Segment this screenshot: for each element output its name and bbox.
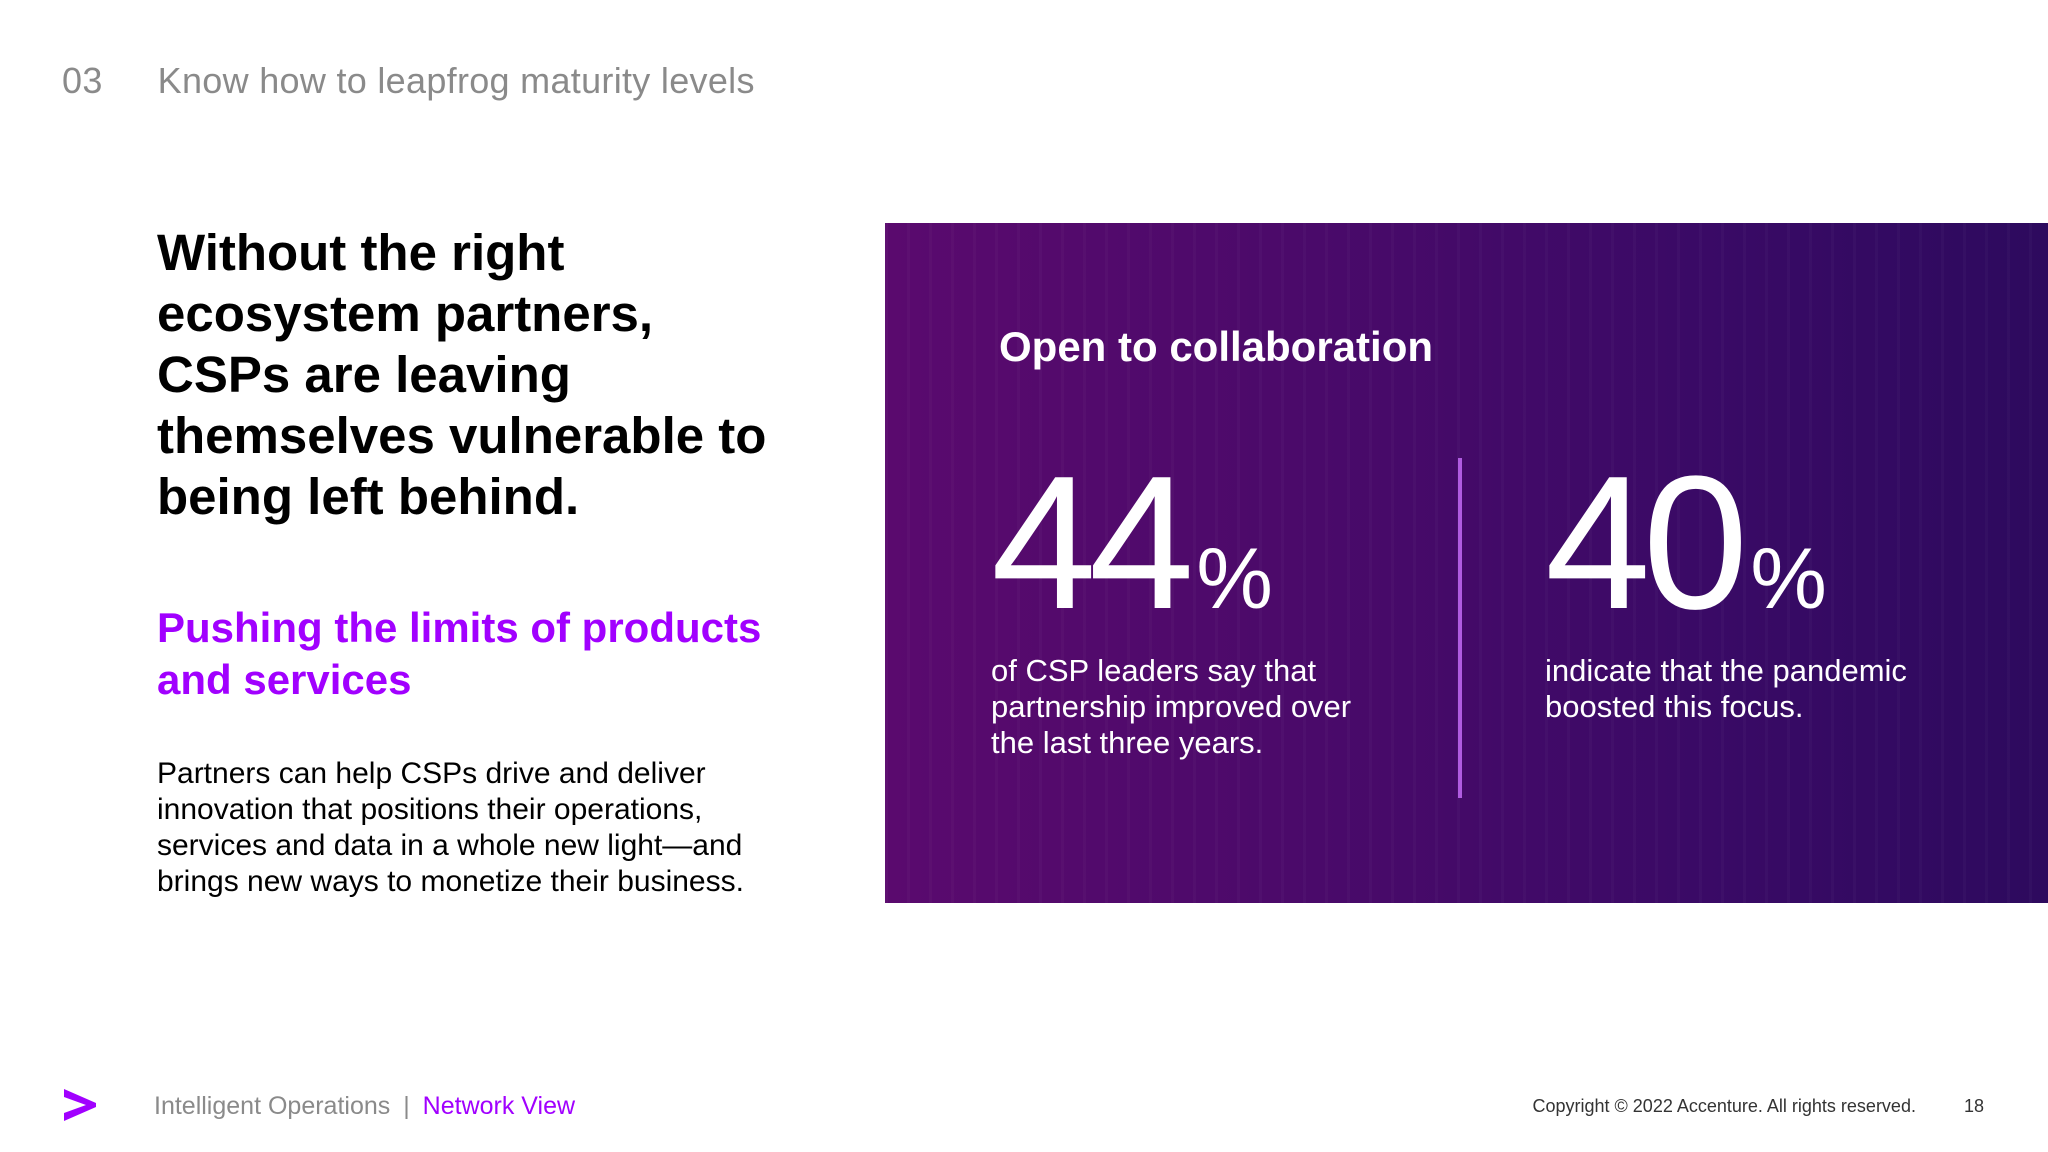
section-header: 03 Know how to leapfrog maturity levels bbox=[62, 60, 755, 102]
accenture-chevron-icon bbox=[64, 1089, 96, 1121]
footer-brand-label: Intelligent Operations bbox=[154, 1092, 391, 1120]
stat-panel: Open to collaboration 44 % of CSP leader… bbox=[885, 223, 2048, 903]
footer-meta: Copyright © 2022 Accenture. All rights r… bbox=[1533, 1096, 1985, 1117]
stat-value: 44 bbox=[991, 437, 1194, 649]
page-number: 18 bbox=[1963, 1096, 1984, 1116]
section-title: Know how to leapfrog maturity levels bbox=[157, 60, 755, 101]
stat-divider bbox=[1458, 458, 1462, 798]
footer-accent-label: Network View bbox=[422, 1092, 576, 1120]
stat-caption: indicate that the pandemic boosted this … bbox=[1545, 653, 1907, 724]
stat-unit: % bbox=[1196, 531, 1273, 627]
stat-value-row: 44 % bbox=[991, 437, 1391, 649]
panel-title: Open to collaboration bbox=[999, 323, 1434, 370]
footer-brand: Intelligent Operations | Network View bbox=[154, 1092, 575, 1121]
stat-right: 40 % indicate that the pandemic boosted … bbox=[1545, 437, 1945, 725]
stat-value: 40 bbox=[1545, 437, 1748, 649]
copyright-text: Copyright © 2022 Accenture. All rights r… bbox=[1532, 1096, 1916, 1116]
subhead: Pushing the limits of products and servi… bbox=[157, 604, 762, 703]
stat-left: 44 % of CSP leaders say that partnership… bbox=[991, 437, 1391, 761]
stat-unit: % bbox=[1750, 531, 1827, 627]
footer-separator: | bbox=[403, 1092, 410, 1120]
body-text: Partners can help CSPs drive and deliver… bbox=[157, 757, 744, 898]
headline: Without the right ecosystem partners, CS… bbox=[157, 224, 767, 525]
stat-caption: of CSP leaders say that partnership impr… bbox=[991, 653, 1352, 760]
section-number: 03 bbox=[62, 60, 103, 101]
stat-value-row: 40 % bbox=[1545, 437, 1945, 649]
